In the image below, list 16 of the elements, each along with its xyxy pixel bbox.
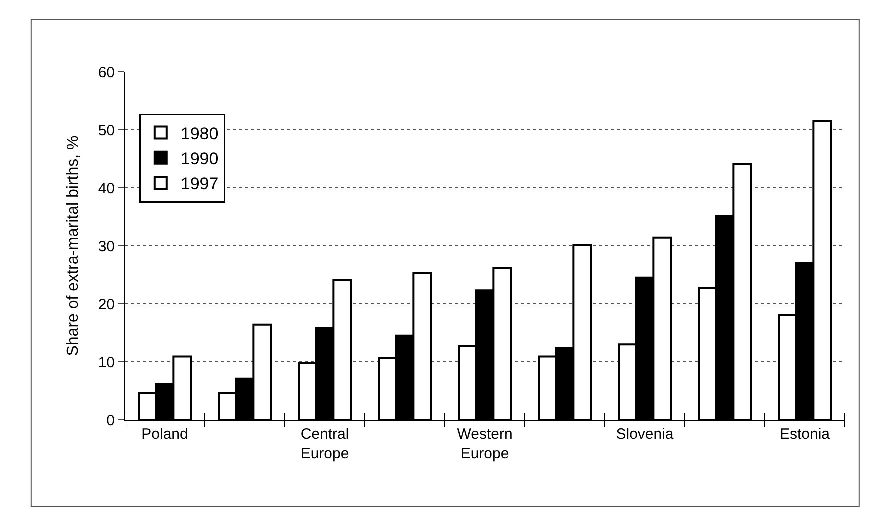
y-tick-label: 20: [98, 296, 115, 314]
legend-label: 1997: [180, 174, 219, 194]
y-tick-label: 10: [98, 354, 115, 372]
y-tick-label: 40: [98, 180, 115, 198]
x-tick-label: Western Europe: [457, 426, 513, 462]
x-tick-label: Slovenia: [616, 426, 674, 443]
y-tick-label: 30: [98, 238, 115, 256]
y-tick-label: 50: [98, 122, 115, 140]
x-tick-label: Poland: [142, 426, 188, 443]
legend-label: 1990: [180, 150, 219, 169]
y-axis-title: Share of extra-marital births, %: [65, 136, 82, 356]
y-tick-label: 0: [106, 412, 115, 430]
y-tick-label: 60: [98, 64, 115, 82]
x-tick-label: Central Europe: [300, 426, 350, 462]
x-tick-label: Estonia: [780, 426, 831, 443]
legend-label: 1980: [180, 124, 219, 144]
